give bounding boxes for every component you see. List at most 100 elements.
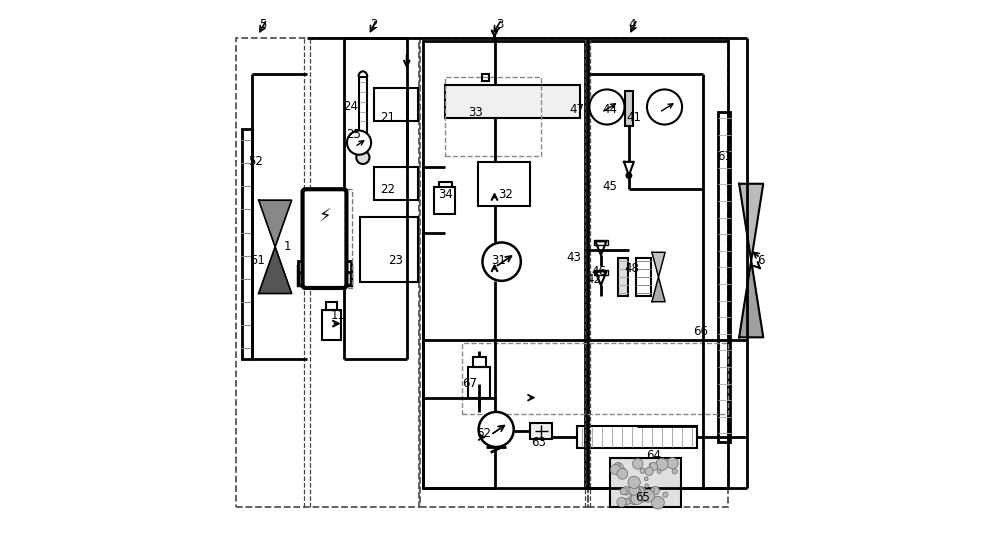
FancyBboxPatch shape bbox=[303, 189, 346, 288]
Polygon shape bbox=[652, 277, 665, 302]
Circle shape bbox=[622, 468, 626, 472]
Text: 5: 5 bbox=[259, 18, 267, 31]
Circle shape bbox=[650, 494, 654, 499]
Circle shape bbox=[589, 89, 624, 125]
Text: 41: 41 bbox=[627, 111, 642, 125]
Text: 48: 48 bbox=[624, 262, 639, 275]
Circle shape bbox=[622, 486, 630, 495]
Circle shape bbox=[628, 476, 640, 489]
Text: 45: 45 bbox=[602, 180, 617, 193]
Bar bbox=[636, 258, 651, 296]
Bar bbox=[236, 38, 419, 507]
Circle shape bbox=[642, 489, 655, 502]
Text: 66: 66 bbox=[693, 325, 708, 338]
Circle shape bbox=[626, 173, 632, 178]
Text: 23: 23 bbox=[388, 254, 403, 267]
Text: 65: 65 bbox=[635, 491, 650, 504]
Circle shape bbox=[644, 477, 648, 481]
Bar bbox=[588, 38, 728, 507]
Text: ⚡: ⚡ bbox=[318, 208, 331, 225]
Text: 47: 47 bbox=[569, 103, 584, 116]
Text: 34: 34 bbox=[438, 188, 453, 201]
Text: 32: 32 bbox=[498, 188, 513, 201]
Circle shape bbox=[638, 494, 646, 502]
Bar bbox=[625, 90, 633, 126]
Bar bbox=[423, 41, 585, 488]
Polygon shape bbox=[259, 200, 292, 247]
Circle shape bbox=[645, 484, 648, 488]
Text: 6: 6 bbox=[757, 254, 764, 267]
Bar bbox=[445, 77, 541, 156]
Text: 67: 67 bbox=[462, 377, 477, 391]
Bar bbox=[311, 189, 352, 288]
Circle shape bbox=[651, 486, 659, 495]
Text: 42: 42 bbox=[587, 273, 602, 286]
Circle shape bbox=[667, 458, 678, 469]
Bar bbox=[359, 77, 367, 156]
Circle shape bbox=[610, 464, 621, 475]
Circle shape bbox=[672, 469, 677, 474]
Bar bbox=[445, 85, 580, 118]
Bar bbox=[434, 187, 455, 214]
Bar bbox=[718, 112, 730, 442]
Text: 11: 11 bbox=[331, 309, 346, 322]
Circle shape bbox=[617, 497, 626, 507]
Bar bbox=[482, 74, 489, 81]
Circle shape bbox=[645, 467, 653, 475]
Text: 25: 25 bbox=[346, 128, 361, 141]
Text: 51: 51 bbox=[250, 254, 265, 267]
Bar bbox=[473, 357, 486, 367]
Polygon shape bbox=[739, 260, 763, 337]
Circle shape bbox=[656, 458, 668, 470]
Text: 3: 3 bbox=[496, 18, 504, 31]
Bar bbox=[478, 162, 530, 206]
Circle shape bbox=[356, 151, 369, 164]
Circle shape bbox=[649, 495, 654, 499]
Bar bbox=[530, 423, 552, 439]
Text: 33: 33 bbox=[468, 106, 483, 119]
Bar bbox=[618, 258, 628, 296]
Text: 52: 52 bbox=[249, 155, 263, 168]
Polygon shape bbox=[259, 247, 292, 294]
Bar bbox=[577, 426, 697, 448]
Text: 2: 2 bbox=[370, 18, 378, 31]
Bar bbox=[374, 167, 418, 200]
Circle shape bbox=[629, 485, 639, 495]
Bar bbox=[242, 129, 252, 359]
Bar bbox=[462, 343, 728, 414]
Text: 43: 43 bbox=[567, 252, 581, 264]
Circle shape bbox=[647, 89, 682, 125]
Circle shape bbox=[649, 463, 653, 467]
Text: 63: 63 bbox=[531, 436, 546, 449]
Circle shape bbox=[640, 468, 645, 474]
Text: 4: 4 bbox=[628, 18, 635, 31]
Circle shape bbox=[632, 488, 641, 496]
Circle shape bbox=[650, 463, 658, 470]
Circle shape bbox=[629, 494, 639, 505]
Text: 22: 22 bbox=[380, 183, 395, 196]
Circle shape bbox=[624, 499, 630, 505]
Text: 46: 46 bbox=[591, 265, 606, 278]
Bar bbox=[326, 302, 337, 310]
Bar bbox=[322, 310, 341, 340]
Bar bbox=[588, 41, 728, 488]
Circle shape bbox=[657, 469, 661, 473]
Bar bbox=[420, 38, 588, 507]
Bar bbox=[594, 270, 608, 275]
Circle shape bbox=[617, 468, 628, 479]
Circle shape bbox=[651, 496, 664, 509]
Text: 62: 62 bbox=[476, 427, 491, 440]
Text: 21: 21 bbox=[380, 111, 395, 125]
Text: 24: 24 bbox=[343, 100, 358, 114]
Circle shape bbox=[633, 486, 644, 498]
Circle shape bbox=[663, 492, 668, 497]
Circle shape bbox=[637, 487, 646, 496]
Circle shape bbox=[631, 493, 643, 505]
Circle shape bbox=[614, 463, 620, 469]
Circle shape bbox=[482, 243, 521, 281]
Polygon shape bbox=[652, 252, 665, 277]
Text: 31: 31 bbox=[491, 254, 506, 267]
Circle shape bbox=[479, 412, 514, 447]
Bar bbox=[374, 88, 418, 121]
Bar bbox=[298, 266, 351, 285]
